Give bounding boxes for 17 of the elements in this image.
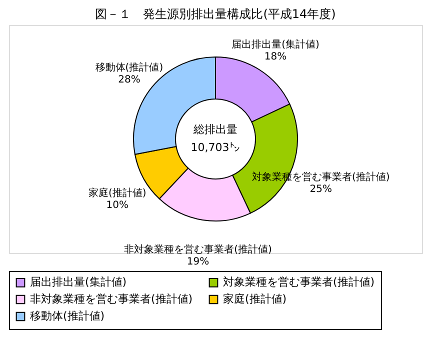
legend-label: 届出排出量(集計値) (30, 276, 127, 289)
text: 10,703㌧ (190, 141, 240, 154)
slice-label: 移動体(推計値) (95, 62, 164, 74)
slice-label: 非対象業種を営む事業者(推計値) (124, 244, 272, 256)
slice-label: 届出排出量(集計値) (232, 38, 320, 50)
legend-label: 対象業種を営む事業者(推計値) (223, 276, 375, 289)
legend-label: 家庭(推計値) (223, 292, 287, 306)
data-label: 25% (310, 184, 332, 195)
legend-label: 非対象業種を営む事業者(推計値) (30, 292, 193, 306)
legend-label: 移動体(推計値) (30, 310, 105, 322)
data-label: 19% (186, 256, 210, 268)
chart-title: 図－１ 発生源別排出量構成比(平成14年度) (95, 7, 336, 21)
data-label: 18% (264, 51, 287, 62)
slice-label: 家庭(推計値) (88, 186, 146, 199)
data-label: 28% (118, 74, 140, 86)
data-label: 10% (106, 200, 128, 211)
text: 総排出量 (192, 123, 238, 136)
